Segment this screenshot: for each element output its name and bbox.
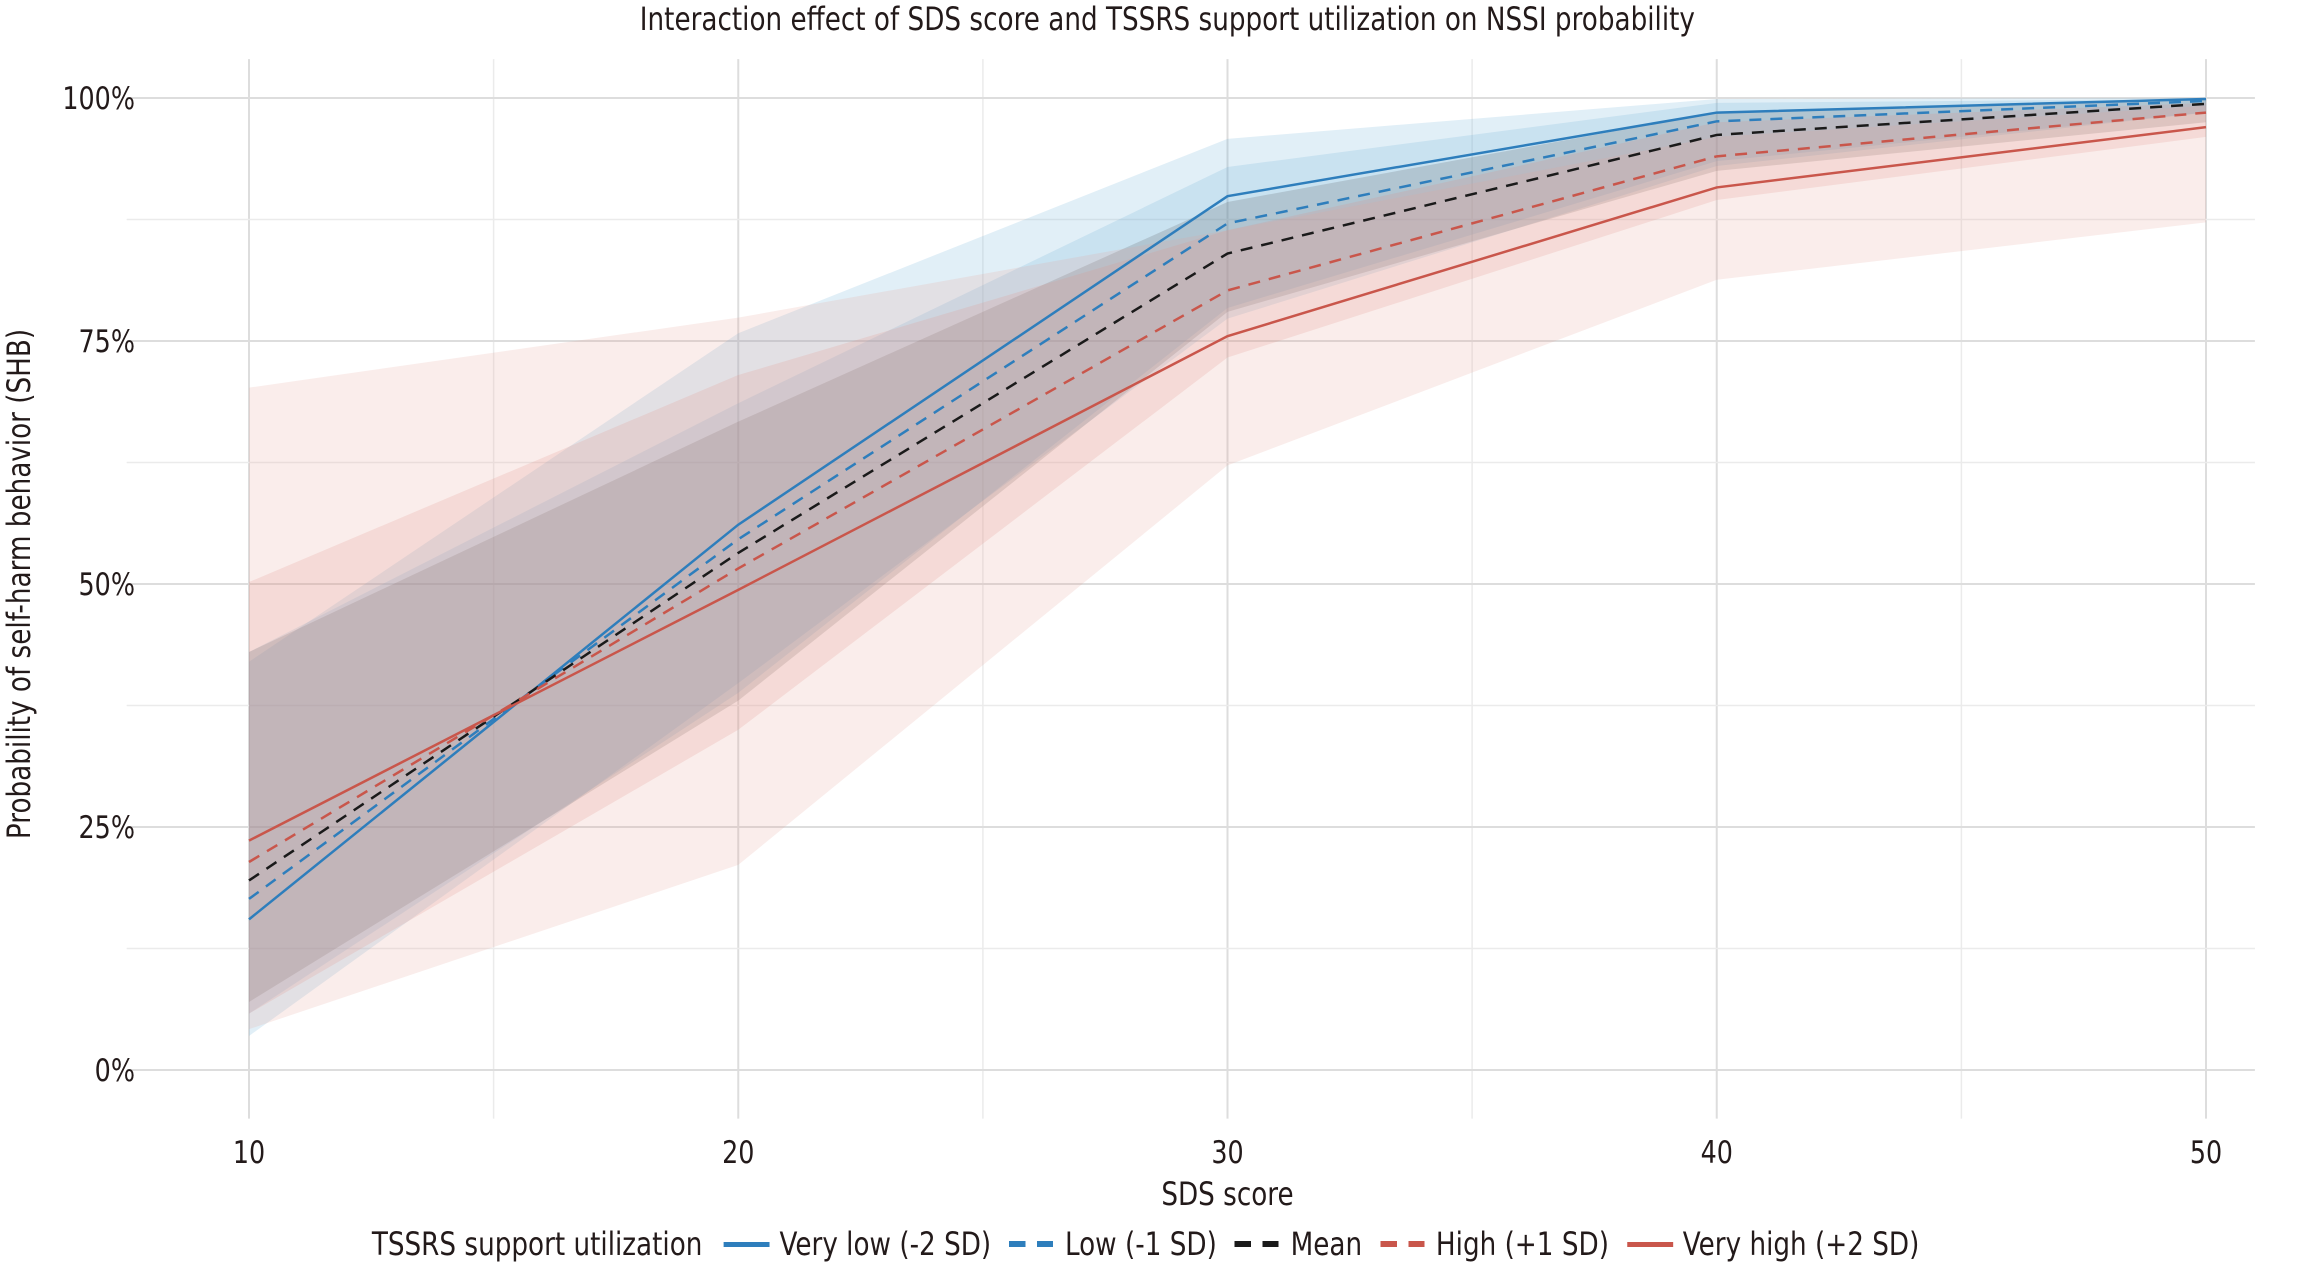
series-line-very-high-2-sd: [248, 125, 2207, 842]
legend-swatch-solid-line-icon: [1626, 1241, 1673, 1247]
y-tick-label: 25%: [79, 810, 135, 846]
legend-item: Very high (+2 SD): [1626, 1225, 1920, 1263]
x-axis-title: SDS score: [1161, 1175, 1293, 1212]
series-line-very-low-2-sd: [248, 97, 2207, 921]
ci-band-mean: [249, 98, 2206, 1002]
series-lines: [248, 97, 2207, 921]
legend-label: High (+1 SD): [1435, 1225, 1609, 1263]
ci-band-very-low-2-sd: [249, 98, 2206, 1036]
legend-inner: TSSRS support utilization Very low (-2 S…: [372, 1225, 1938, 1263]
legend-label: Mean: [1290, 1225, 1363, 1263]
x-tick-label: 30: [1211, 1135, 1243, 1171]
legend-label: Low (-1 SD): [1064, 1225, 1217, 1263]
y-axis-title: Probability of self-harm behavior (SHB): [0, 329, 37, 839]
x-tick-label: 10: [233, 1135, 265, 1171]
legend-item: Mean: [1234, 1225, 1363, 1263]
legend-title: TSSRS support utilization: [371, 1225, 703, 1263]
series-line-low-1-sd: [248, 99, 2207, 900]
tick-labels: 10 20 30 40 50 0% 25% 50% 75% 100%: [62, 81, 2222, 1171]
y-tick-label: 100%: [62, 81, 135, 117]
legend-swatch-dashed-line-icon: [1380, 1241, 1426, 1247]
ci-band-high-1-sd: [249, 102, 2206, 1014]
y-tick-label: 50%: [79, 567, 135, 603]
ci-band-low-1-sd: [249, 98, 2206, 1014]
y-tick-label: 75%: [79, 324, 135, 360]
legend-item: Very low (-2 SD): [723, 1225, 992, 1263]
legend-label: Very high (+2 SD): [1682, 1225, 1920, 1263]
legend: TSSRS support utilization Very low (-2 S…: [0, 1222, 2309, 1266]
ci-band-very-high-2-sd: [249, 105, 2206, 1030]
grid-layer: [126, 59, 2255, 1119]
x-tick-label: 20: [722, 1135, 754, 1171]
confidence-bands: [249, 98, 2206, 1036]
legend-swatch-dashed-line-icon: [1009, 1241, 1056, 1247]
legend-label: Very low (-2 SD): [779, 1225, 992, 1263]
series-line-mean: [248, 102, 2207, 882]
series-line-high-1-sd: [248, 111, 2207, 864]
chart-title: Interaction effect of SDS score and TSSR…: [639, 0, 1695, 38]
x-tick-label: 50: [2190, 1135, 2222, 1171]
y-tick-label: 0%: [95, 1053, 135, 1089]
x-tick-label: 40: [1701, 1135, 1733, 1171]
legend-swatch-dashed-line-icon: [1234, 1241, 1281, 1247]
legend-item: Low (-1 SD): [1009, 1225, 1217, 1263]
legend-swatch-solid-line-icon: [723, 1241, 770, 1247]
legend-item: High (+1 SD): [1380, 1225, 1609, 1263]
